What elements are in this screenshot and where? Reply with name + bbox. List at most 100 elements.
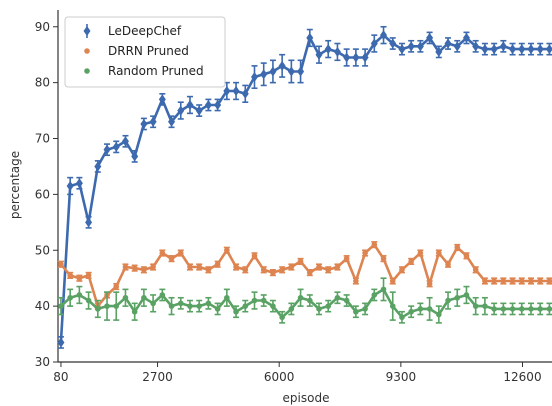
legend-item: DRRN Pruned [84,44,189,58]
data-point [251,297,258,304]
data-point [352,52,360,63]
data-point [131,265,138,271]
data-point [214,99,222,110]
data-point [509,44,517,55]
data-point [325,267,332,273]
data-point [204,99,212,110]
data-point [177,105,185,116]
data-point [518,44,526,55]
data-point [463,292,470,298]
data-point [195,105,203,116]
data-point [500,278,507,284]
data-point [85,272,92,279]
data-point [527,44,535,55]
data-point [196,264,202,270]
data-point [491,306,497,312]
data-point [94,161,102,172]
data-point [518,278,525,284]
y-tick-label: 70 [35,132,50,146]
data-point [168,116,176,127]
y-axis-label: percentage [8,151,22,219]
data-point [270,269,276,276]
data-point [269,66,277,77]
data-point [334,294,341,301]
data-point [426,280,433,287]
data-point [242,303,249,309]
data-point [288,264,295,270]
data-point [324,44,332,55]
legend-marker [84,68,90,74]
x-axis: 80 2700 6000 9300 12600 [53,362,542,384]
data-point [149,116,157,127]
y-tick-label: 90 [35,20,50,34]
data-point [306,297,313,304]
data-point [389,278,396,284]
x-tick-label: 9300 [386,370,417,384]
data-point [426,32,434,43]
data-point [103,144,111,155]
data-point [546,306,552,312]
data-point [445,297,451,304]
data-point [131,308,138,315]
data-point [196,303,202,309]
data-point [462,32,470,43]
data-point [362,250,368,256]
data-point [112,141,120,152]
y-tick-label: 60 [35,187,50,201]
data-point [417,306,424,312]
data-point [159,292,166,298]
data-point [260,297,267,304]
data-point [121,136,129,147]
data-point [113,303,120,309]
data-point [380,30,388,41]
series-layer [57,25,552,349]
legend-marker [84,48,90,54]
data-point [316,306,322,312]
data-point [408,308,414,315]
data-point [445,261,451,268]
data-point [490,44,498,55]
data-point [205,267,212,273]
y-tick-label: 50 [35,243,50,257]
data-point [297,258,304,265]
data-point [58,303,64,309]
data-point [186,99,194,110]
data-point [232,86,240,97]
data-point [104,303,110,309]
data-point [242,267,249,273]
data-point [306,269,313,276]
x-tick-label: 80 [53,370,68,384]
data-point [287,66,295,77]
data-point [361,52,369,63]
data-point [140,118,148,129]
data-point [472,41,480,52]
legend-item: LeDeepChef [83,24,182,38]
data-point [58,261,64,268]
data-point [159,250,166,256]
data-point [187,264,193,270]
data-point [343,255,350,262]
data-point [224,294,230,301]
data-point [407,41,415,52]
data-point [76,292,83,298]
data-point [371,292,378,298]
x-tick-label: 2700 [142,370,173,384]
data-point [370,38,378,49]
data-point [408,258,414,265]
data-point [399,314,405,321]
data-point [416,41,424,52]
data-point [528,278,534,284]
series-drrn-pruned [57,241,552,310]
data-point [141,294,147,301]
data-point [251,253,258,259]
x-tick-label: 12600 [503,370,541,384]
data-point [270,303,276,309]
y-tick-label: 30 [35,355,50,369]
data-point [499,41,507,52]
data-point [353,278,359,284]
data-point [454,294,461,301]
data-point [158,94,166,105]
data-point [463,253,470,259]
data-point [528,306,534,312]
